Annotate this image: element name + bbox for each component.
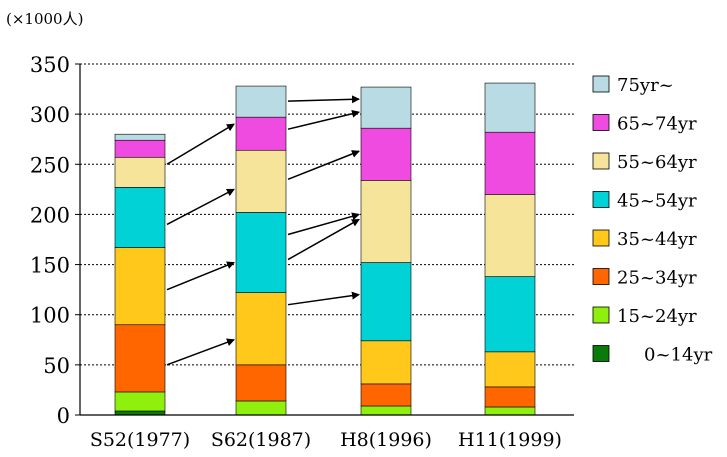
bar-segment — [360, 86, 412, 129]
x-tick-label: S62(1987) — [211, 429, 311, 451]
legend-swatch — [592, 306, 610, 324]
bar-segment — [114, 187, 166, 248]
bar-segment — [360, 127, 412, 181]
trend-arrow — [287, 95, 360, 104]
trend-arrow — [166, 338, 235, 366]
legend-swatch — [592, 114, 610, 131]
trend-arrow — [166, 188, 235, 226]
x-tick-label: H8(1996) — [340, 429, 432, 451]
bar-segment — [235, 116, 287, 151]
bar-segment — [114, 391, 166, 412]
bar-segment — [484, 386, 536, 408]
trend-arrow — [287, 150, 360, 181]
legend-swatch — [592, 191, 610, 208]
bar-segment — [360, 405, 412, 416]
y-tick-label: 100 — [30, 304, 70, 328]
trend-arrow — [166, 261, 235, 291]
trend-arrow — [287, 109, 360, 130]
bar-segment — [114, 139, 166, 158]
bar-segment — [235, 400, 287, 416]
legend-swatch — [592, 229, 610, 247]
unit-label: (×1000人) — [6, 10, 84, 28]
legend-label: 65~74yr — [617, 114, 697, 135]
trend-arrow — [287, 291, 360, 306]
bar-segment — [235, 85, 287, 118]
legend-label: 45~54yr — [617, 191, 697, 212]
legend-label: 75yr~ — [617, 75, 674, 96]
legend-label: 15~24yr — [617, 306, 697, 327]
bar-segment — [235, 292, 287, 366]
bar-segment — [114, 410, 166, 416]
y-tick-label: 350 — [30, 53, 70, 77]
y-tick-label: 0 — [57, 404, 70, 428]
bar-segment — [484, 276, 536, 353]
bar-segment — [235, 212, 287, 293]
trend-arrow — [166, 123, 235, 165]
y-tick-label: 250 — [30, 153, 70, 177]
legend-swatch — [592, 345, 610, 362]
bar-segment — [484, 194, 536, 277]
bar-segment — [484, 406, 536, 416]
legend-label: 55~64yr — [617, 152, 697, 173]
bar-segment — [114, 324, 166, 393]
legend-swatch — [592, 75, 610, 93]
bar-segment — [360, 180, 412, 263]
legend-label: 25~34yr — [617, 268, 697, 289]
bar-segment — [235, 149, 287, 213]
bar-segment — [235, 364, 287, 402]
bar-segment — [484, 82, 536, 133]
legend-label: 0~14yr — [644, 345, 713, 366]
x-tick-label: S52(1977) — [90, 429, 190, 451]
x-tick-label: H11(1999) — [458, 429, 562, 451]
bar-segment — [484, 131, 536, 195]
bar-segment — [360, 262, 412, 342]
y-tick-label: 200 — [30, 203, 70, 227]
bar-segment — [360, 383, 412, 407]
y-tick-label: 150 — [30, 254, 70, 278]
legend-swatch — [592, 268, 610, 285]
bar-segment — [360, 340, 412, 385]
trend-arrow — [287, 212, 360, 236]
y-tick-label: 50 — [43, 354, 70, 378]
bar-segment — [114, 247, 166, 326]
bar-segment — [114, 133, 166, 141]
bar-segment — [484, 351, 536, 388]
legend-swatch — [592, 152, 610, 170]
bar-segment — [114, 156, 166, 188]
legend-label: 35~44yr — [617, 229, 697, 250]
y-tick-label: 300 — [30, 103, 70, 127]
trend-arrow — [287, 218, 360, 261]
